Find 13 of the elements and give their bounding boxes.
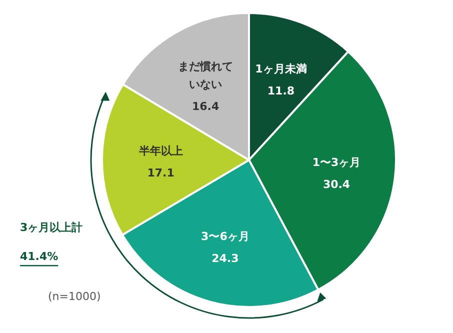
slice-label: 半年以上 <box>138 144 183 158</box>
text: 3ヶ月以上計 <box>20 220 83 234</box>
data-label: 30.4 <box>322 178 350 191</box>
data-label: 11.8 <box>267 84 295 98</box>
text: 41.4% <box>20 250 58 263</box>
slice-label: 3〜6ヶ月 <box>201 230 250 243</box>
data-label: 24.3 <box>212 252 239 265</box>
data-label: 16.4 <box>192 100 220 114</box>
slice-label: 1ヶ月未満 <box>255 62 307 76</box>
data-label: 17.1 <box>147 166 174 180</box>
slice-label: まだ慣れていない <box>178 60 234 92</box>
slice-label: 1〜3ヶ月 <box>312 156 361 169</box>
text: (n=1000) <box>48 290 101 303</box>
